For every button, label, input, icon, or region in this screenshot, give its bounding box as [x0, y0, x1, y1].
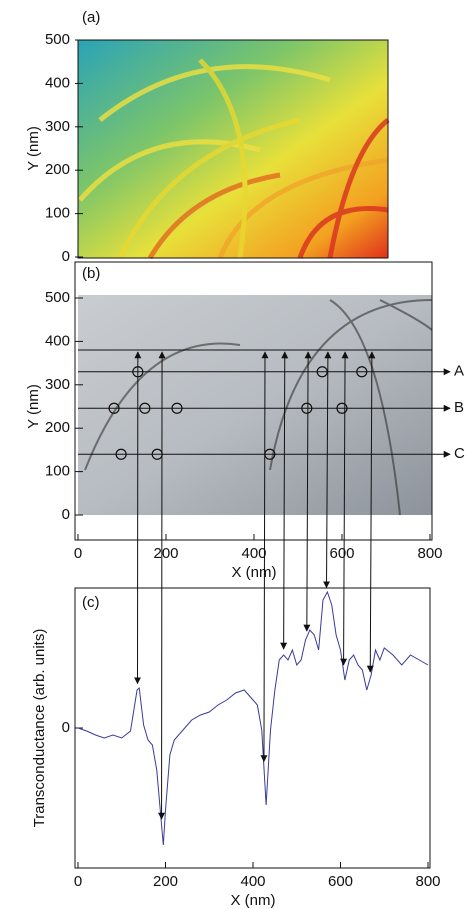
x-axis-label: X (nm) [231, 892, 276, 909]
panel-label: (c) [82, 594, 100, 611]
feature-arrow [340, 351, 349, 666]
gray-image [74, 261, 433, 541]
feature-arrow [280, 351, 289, 650]
feature-arrow [366, 351, 376, 673]
x-tick-label: 400 [240, 873, 265, 890]
x-tick-label: 600 [329, 545, 354, 562]
x-tick-label: 800 [415, 873, 440, 890]
panel-label: (a) [82, 9, 100, 26]
panel-label: (b) [82, 265, 100, 282]
feature-arrow [260, 351, 269, 763]
scan-line-label: A [454, 363, 464, 380]
y-tick-label: 400 [45, 332, 70, 349]
y-axis-label: Y (nm) [25, 126, 42, 171]
y-tick-label: 200 [45, 161, 70, 178]
scan-line-label: C [454, 445, 465, 462]
feature-circle [108, 402, 120, 414]
y-tick-label: 200 [45, 419, 70, 436]
x-tick-label: 800 [417, 545, 442, 562]
feature-circle [171, 402, 183, 414]
x-tick-label: 600 [328, 873, 353, 890]
y-axis-label: Y (nm) [25, 384, 42, 429]
y-tick-label: 100 [45, 205, 70, 222]
x-tick-label: 400 [241, 545, 266, 562]
x-tick-label: 200 [153, 545, 178, 562]
plot-frame [74, 587, 431, 869]
feature-circle [115, 448, 127, 460]
y-axis-label: Transconductance (arb. units) [31, 629, 48, 828]
y-tick-label: 400 [45, 74, 70, 91]
y-tick-label: 100 [45, 463, 70, 480]
x-tick-label: 200 [153, 873, 178, 890]
y-tick-label: 0 [62, 506, 70, 523]
feature-arrow [323, 351, 332, 589]
x-tick-label: 0 [74, 545, 82, 562]
y-tick-label: 500 [45, 289, 70, 306]
y-tick-label: 300 [45, 118, 70, 135]
x-tick-label: 0 [74, 873, 82, 890]
y-tick-label: 0 [62, 719, 70, 736]
heatmap-image [77, 39, 390, 260]
scan-line-label: B [454, 399, 464, 416]
x-axis-label: X (nm) [232, 564, 277, 581]
y-tick-label: 0 [62, 248, 70, 265]
y-tick-label: 500 [45, 31, 70, 48]
y-tick-label: 300 [45, 376, 70, 393]
data-line [77, 590, 429, 846]
feature-arrow [303, 351, 312, 632]
